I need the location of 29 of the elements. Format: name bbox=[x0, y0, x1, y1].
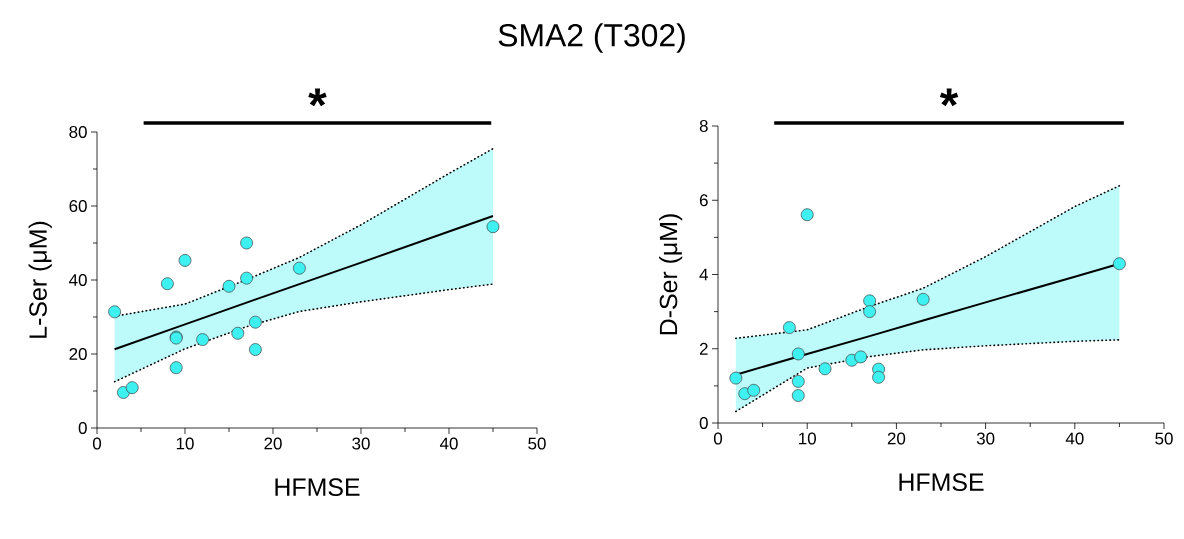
y-tick-label: 0 bbox=[699, 417, 708, 429]
y-tick-label: 6 bbox=[699, 194, 708, 207]
y-tick-label: 40 bbox=[69, 274, 87, 286]
y-tick-label: 80 bbox=[69, 126, 87, 138]
x-axis-title: HFMSE bbox=[899, 473, 984, 491]
x-tick-label: 10 bbox=[799, 432, 816, 445]
x-tick-label: 0 bbox=[713, 432, 723, 445]
y-axis-title: L-Ser (μM) bbox=[28, 221, 52, 338]
x-tick-label: 40 bbox=[439, 437, 458, 450]
y-tick-label: 4 bbox=[699, 268, 708, 281]
y-tick-label: 20 bbox=[69, 348, 87, 360]
x-tick-label: 50 bbox=[1155, 432, 1173, 445]
x-tick-label: 50 bbox=[528, 437, 546, 450]
y-tick-label: 60 bbox=[69, 200, 87, 212]
x-tick-label: 30 bbox=[352, 437, 370, 450]
chart-title: SMA2 (T302) bbox=[498, 23, 685, 53]
y-tick-label: 8 bbox=[699, 120, 708, 132]
y-axis-title: D-Ser (μM) bbox=[659, 214, 683, 335]
x-tick-label: 20 bbox=[264, 437, 282, 450]
text: * bbox=[939, 88, 959, 107]
text: * bbox=[308, 88, 327, 107]
x-tick-label: 10 bbox=[176, 437, 194, 450]
y-tick-label: 2 bbox=[699, 342, 708, 355]
y-tick-label: 0 bbox=[78, 422, 87, 434]
x-tick-label: 0 bbox=[92, 437, 102, 450]
x-tick-label: 40 bbox=[1065, 432, 1084, 445]
x-tick-label: 30 bbox=[976, 432, 995, 445]
x-tick-label: 20 bbox=[887, 432, 906, 445]
x-axis-title: HFMSE bbox=[275, 478, 360, 496]
